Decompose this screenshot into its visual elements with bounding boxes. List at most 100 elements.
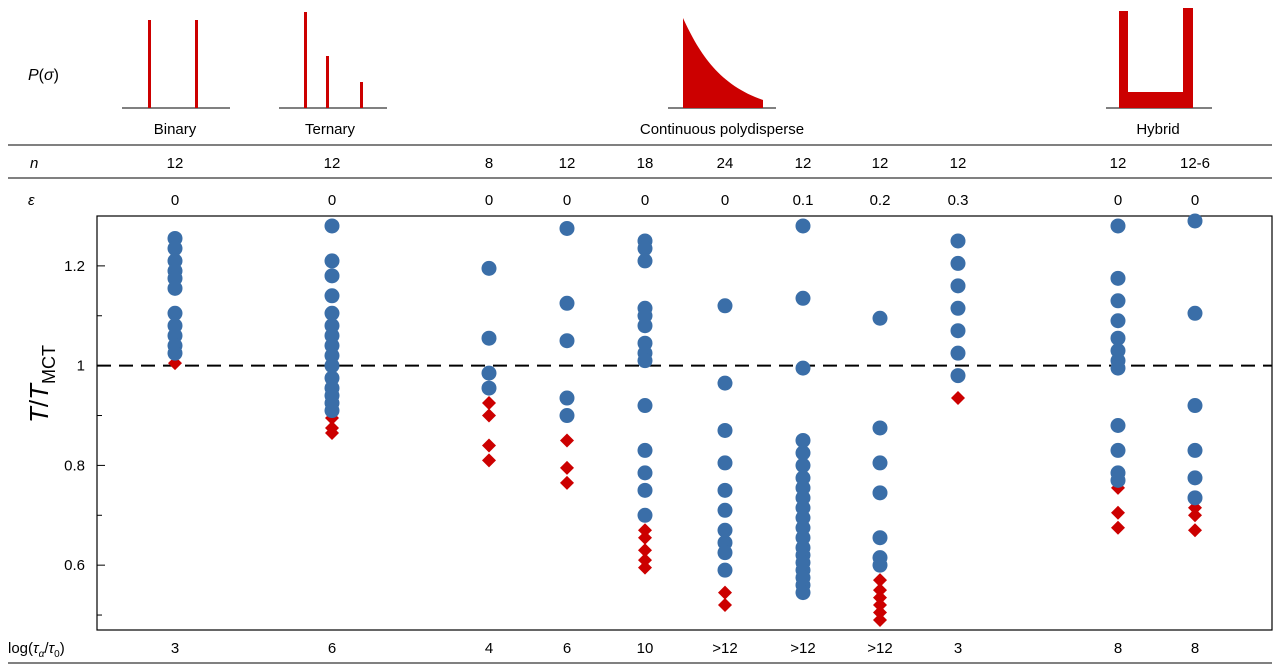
column-10: 12-6 0 8 — [1180, 155, 1210, 657]
circle-point — [559, 220, 575, 236]
dist-icon-continuous — [668, 18, 776, 109]
epsilon-value: 0.2 — [870, 192, 891, 209]
tau-value: 3 — [954, 640, 962, 657]
diamond-point — [560, 433, 574, 448]
diamond-point — [638, 530, 652, 545]
tau-value: 8 — [1114, 640, 1122, 657]
diamond-point — [873, 573, 887, 588]
circle-point — [795, 218, 811, 234]
tau-value: 4 — [485, 640, 493, 657]
circle-point — [795, 360, 811, 376]
circle-point — [950, 345, 966, 361]
diamond-point — [638, 553, 652, 568]
circle-point — [637, 398, 653, 414]
circle-point — [717, 502, 733, 518]
epsilon-value: 0 — [328, 192, 336, 209]
n-value: 12-6 — [1180, 155, 1210, 172]
circle-point — [481, 330, 497, 346]
tau-value: 3 — [171, 640, 179, 657]
tau-value: 10 — [637, 640, 654, 657]
dist-icon-ternary — [279, 12, 387, 109]
tau-value: >12 — [867, 640, 892, 657]
circle-point — [637, 482, 653, 498]
circle-point — [324, 268, 340, 284]
column-0: 12 0 3 — [167, 155, 184, 657]
circle-point — [872, 310, 888, 326]
circle-point — [324, 305, 340, 321]
epsilon-value: 0 — [1114, 192, 1122, 209]
y-axis: 0.6 0.8 1 1.2 — [64, 215, 105, 616]
diamond-point — [718, 598, 732, 613]
circle-point — [167, 240, 183, 256]
row-label-tau: log(τα/τ0) — [8, 640, 65, 660]
tau-value: 8 — [1191, 640, 1199, 657]
n-value: 12 — [950, 155, 967, 172]
circle-point — [1187, 398, 1203, 414]
circle-point — [872, 557, 888, 573]
circle-point — [1110, 270, 1126, 286]
circle-point — [481, 380, 497, 396]
n-value: 12 — [1110, 155, 1127, 172]
circle-point — [637, 465, 653, 481]
circle-point — [717, 562, 733, 578]
epsilon-value: 0 — [641, 192, 649, 209]
circle-point — [324, 288, 340, 304]
tau-value: 6 — [563, 640, 571, 657]
circle-point — [950, 300, 966, 316]
circle-point — [324, 218, 340, 234]
circle-point — [717, 522, 733, 538]
circle-point — [1187, 470, 1203, 486]
epsilon-value: 0 — [1191, 192, 1199, 209]
circle-point — [167, 280, 183, 296]
circle-point — [795, 445, 811, 461]
group-label-hybrid: Hybrid — [1136, 121, 1179, 138]
diamond-point — [873, 598, 887, 613]
circle-point — [1110, 417, 1126, 433]
column-7: 12 0.2 >12 — [867, 155, 892, 657]
circle-point — [717, 545, 733, 561]
circle-point — [1187, 213, 1203, 229]
epsilon-value: 0 — [721, 192, 729, 209]
diamond-point — [1188, 523, 1202, 538]
epsilon-value: 0 — [485, 192, 493, 209]
column-6: 12 0.1 >12 — [790, 155, 815, 657]
epsilon-value: 0.3 — [948, 192, 969, 209]
circle-point — [324, 403, 340, 419]
diamond-point — [873, 613, 887, 628]
diamond-point — [560, 475, 574, 490]
circle-point — [795, 457, 811, 473]
circle-point — [872, 530, 888, 546]
diamond-point — [560, 460, 574, 475]
diamond-point — [1188, 508, 1202, 523]
tau-value: >12 — [790, 640, 815, 657]
n-value: 18 — [637, 155, 654, 172]
group-label-ternary: Ternary — [305, 121, 356, 138]
n-value: 12 — [872, 155, 889, 172]
epsilon-value: 0.1 — [793, 192, 814, 209]
circle-point — [637, 240, 653, 256]
circle-point — [950, 323, 966, 339]
circle-point — [1110, 330, 1126, 346]
epsilon-value: 0 — [563, 192, 571, 209]
circle-point — [1110, 442, 1126, 458]
diamond-point — [482, 408, 496, 423]
row-label-epsilon: ε — [28, 192, 35, 209]
circle-point — [1187, 305, 1203, 321]
circle-point — [950, 233, 966, 249]
circle-point — [1110, 293, 1126, 309]
diamond-point — [873, 583, 887, 598]
circle-point — [1110, 472, 1126, 488]
y-tick-label: 0.6 — [64, 557, 85, 574]
n-value: 8 — [485, 155, 493, 172]
n-value: 12 — [795, 155, 812, 172]
diamond-point — [482, 438, 496, 453]
circle-point — [795, 585, 811, 601]
circle-point — [717, 422, 733, 438]
circle-point — [559, 333, 575, 349]
diamond-point — [482, 396, 496, 411]
row-label-distribution: P(σ) — [28, 67, 59, 84]
circle-point — [1110, 218, 1126, 234]
tau-value: >12 — [712, 640, 737, 657]
diamond-point — [638, 543, 652, 558]
circle-point — [717, 298, 733, 314]
